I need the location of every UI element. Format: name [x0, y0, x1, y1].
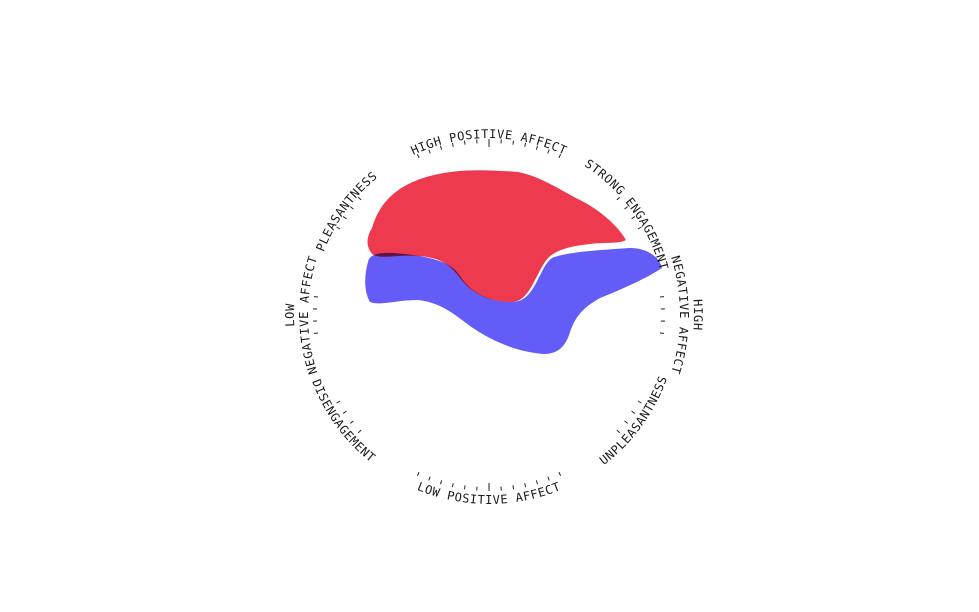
tick-mark — [464, 485, 466, 490]
tick-mark — [336, 400, 341, 404]
tick-mark — [464, 140, 466, 145]
tick-mark — [416, 471, 420, 476]
tick-mark — [512, 485, 514, 490]
tick-mark — [558, 154, 562, 159]
tick-mark — [631, 410, 636, 414]
tick-mark — [624, 420, 628, 424]
tick-mark — [535, 145, 538, 150]
tick-mark — [524, 483, 527, 488]
label-high-negative-affect-line1: HIGH — [690, 299, 705, 331]
tick-mark — [558, 471, 562, 476]
label-high-negative-affect-line2: NEGATIVE AFFECT — [668, 254, 691, 376]
tick-ring — [313, 139, 665, 491]
tick-mark — [440, 145, 443, 150]
label-unpleasantness: UNPLEASANTNESS — [597, 374, 670, 468]
tick-mark — [342, 410, 347, 414]
tick-mark — [616, 429, 621, 434]
tick-mark — [535, 480, 538, 485]
tick-mark — [524, 142, 527, 147]
tick-mark — [637, 400, 642, 404]
tick-mark — [451, 142, 454, 147]
tick-mark — [416, 154, 420, 159]
tick-mark — [547, 476, 550, 481]
tick-mark — [547, 149, 550, 154]
label-disengagement: DISENGAGEMENT — [309, 377, 378, 465]
label-low-negative-affect-line1: LOW — [283, 303, 297, 327]
tick-mark — [428, 149, 431, 154]
tick-mark — [350, 420, 354, 424]
tick-mark — [440, 480, 443, 485]
tick-mark — [342, 216, 347, 220]
label-low-negative-affect-line2: NEGATIVE AFFECT — [297, 254, 320, 376]
tick-mark — [512, 140, 514, 145]
tick-mark — [350, 206, 354, 210]
tick-mark — [631, 216, 636, 220]
tick-mark — [357, 196, 362, 201]
tick-mark — [336, 226, 341, 230]
tick-mark — [428, 476, 431, 481]
tick-mark — [451, 483, 454, 488]
tick-mark — [624, 206, 628, 210]
tick-mark — [616, 196, 621, 201]
tick-mark — [357, 429, 362, 434]
tick-mark — [637, 226, 642, 230]
